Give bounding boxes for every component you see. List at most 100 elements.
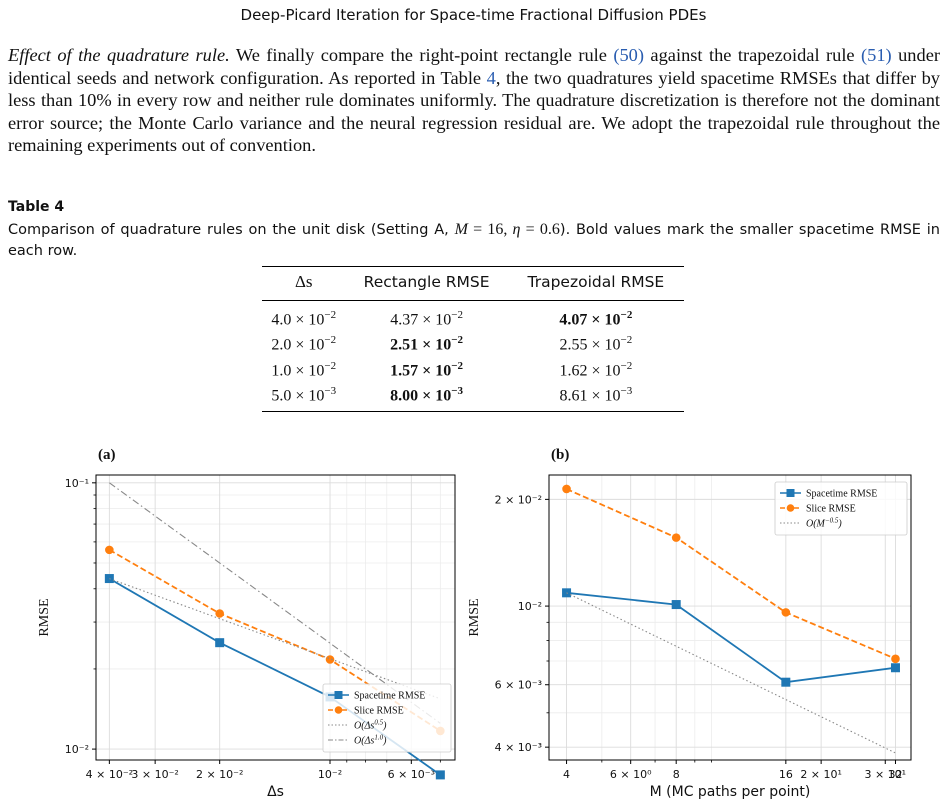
chart-panel-b: 4 6 × 10⁰ 8 16 2 × 10¹ 3 × 10¹ 32 2 × 10⁻² 10⁻² 6… [462,447,947,806]
table-cell-rect: 2.51 × 10−2 [345,330,507,355]
paragraph-text: under identical seeds and network config… [8,45,940,88]
x-tick-label: 3 × 10¹ [864,768,906,781]
series-line-1 [108,549,441,732]
table-cell-trap: 1.62 × 10−2 [508,356,684,381]
caption-text: ). Bold values mark the smaller spacetim… [8,222,941,259]
series-point-square [435,770,445,780]
x-tick-label: 4 × 10⁻² [86,768,133,781]
y-tick-label: 2 × 10⁻² [495,493,542,506]
cell-mantissa: 2.55 [559,336,588,354]
table-ref-4[interactable]: 4 [486,67,496,88]
legend-entry-label: Slice RMSE [806,504,856,515]
series-point-square [104,574,114,584]
legend-swatch-marker [334,706,343,714]
table-row: 1.0 × 10−2 1.57 × 10−2 1.62 × 10−2 [262,356,684,381]
cell-times-ten: × 10 [291,361,325,379]
x-tick-label: 2 × 10⁻² [196,768,243,781]
cell-mantissa: 4.0 [271,311,292,329]
table-row: 2.0 × 10−2 2.51 × 10−2 2.55 × 10−2 [262,330,684,355]
paragraph-lead: Effect of the quadrature rule. [8,45,230,65]
cell-exponent: −2 [324,309,337,321]
legend-entry-label: Spacetime RMSE [806,489,877,500]
cell-mantissa: 2.51 [390,336,419,354]
series-point-square [215,638,225,648]
series-point-square [890,663,900,673]
x-tick-label: 16 [779,768,793,781]
y-tick-label: 10⁻² [518,600,542,613]
cell-mantissa: 1.62 [559,361,588,379]
x-tick-label: 8 [673,768,680,781]
legend-label-tail: ) [382,721,387,732]
series-line-0 [566,591,896,684]
cell-exponent: −2 [324,334,337,347]
chart-a-svg: 4 × 10⁻²3 × 10⁻² 2 × 10⁻² 10⁻² 6 × 10⁻³ 10⁻¹… [37,447,456,800]
equation-ref-50[interactable]: (50) [613,45,644,65]
paragraph-text: We finally compare the right-point recta… [229,45,614,65]
panel-label: (a) [98,448,116,463]
equation-ref-51[interactable]: (51) [861,45,892,65]
caption-value: = 16, [467,221,513,238]
cell-exponent: −2 [451,309,463,321]
plot-frame [95,474,456,761]
cell-exponent: −2 [620,334,633,347]
cell-mantissa: 8.61 [559,387,588,405]
cell-mantissa: 1.0 [271,361,292,379]
y-axis-label: RMSE [467,598,482,636]
series-point-square [671,600,681,610]
series-line-2 [109,578,441,700]
series-line-2 [566,592,896,754]
cell-exponent: −2 [451,334,464,347]
cell-exponent: −2 [451,359,464,372]
legend-swatch-marker [334,691,343,699]
caption-value: = 0.6 [520,221,560,238]
paragraph-text: , the two quadratures yield spacetime RM… [8,67,941,156]
x-tick-label: 6 × 10⁰ [610,768,652,781]
table-caption: Comparison of quadrature rules on the un… [8,219,940,262]
cell-mantissa: 4.07 [559,311,588,329]
series-point-circle [562,484,571,494]
quadrature-table: Δs Rectangle RMSE Trapezoidal RMSE 4.0 ×… [262,266,684,413]
legend-swatch-marker [786,489,795,497]
series-point-circle [215,609,224,618]
table-cell-ds: 1.0 × 10−2 [262,356,345,381]
cell-times-ten: × 10 [418,361,452,379]
cell-times-ten: × 10 [587,387,621,405]
table-cell-ds: 5.0 × 10−3 [262,380,346,413]
panel-label: (b) [551,448,569,463]
series-point-circle [105,545,114,555]
series-point-square [781,677,791,687]
table-cell-rect: 1.57 × 10−2 [345,356,507,381]
legend-label-sup: 0.5 [374,719,383,727]
legend-box [774,481,908,536]
y-tick-label: 10⁻² [65,743,89,756]
table-title: Table 4 [8,199,65,215]
legend-entry-label: O(Δs1.0) [354,734,387,747]
series-point-circle [891,654,900,664]
legend-label-base: Slice RMSE [806,504,856,515]
table-cell-trap: 8.61 × 10−3 [507,380,684,413]
column-header-trapezoidal: Trapezoidal RMSE [507,266,684,301]
legend-box [322,683,452,753]
table-cell-rect: 8.00 × 10−3 [345,380,508,413]
table-row: 4.0 × 10−2 4.37 × 10−2 4.07 × 10−2 [262,301,684,331]
legend: Spacetime RMSE Slice RMSE O(M−0.5) [774,481,908,536]
legend-label-sup: −0.5 [825,517,839,525]
cell-exponent: −3 [324,384,337,397]
series-point-circle [781,608,791,617]
running-header: Deep-Picard Iteration for Space-time Fra… [240,6,707,24]
caption-text: Comparison of quadrature rules on the un… [8,222,455,238]
cell-times-ten: × 10 [291,311,325,329]
table-cell-rect: 4.37 × 10−2 [345,301,507,331]
legend-label-base: Spacetime RMSE [806,489,877,500]
legend-label-base: Slice RMSE [354,706,404,717]
legend-entry-label: O(Δs0.5) [354,719,387,732]
cell-times-ten: × 10 [418,311,452,329]
x-tick-label: 10⁻² [318,768,342,781]
series-line-1 [566,488,896,660]
x-tick-label: 32 [888,768,902,781]
series-point-circle [325,655,335,664]
table-cell-trap: 2.55 × 10−2 [508,330,684,355]
plot-frame [548,474,912,761]
series-line-3 [109,482,441,724]
